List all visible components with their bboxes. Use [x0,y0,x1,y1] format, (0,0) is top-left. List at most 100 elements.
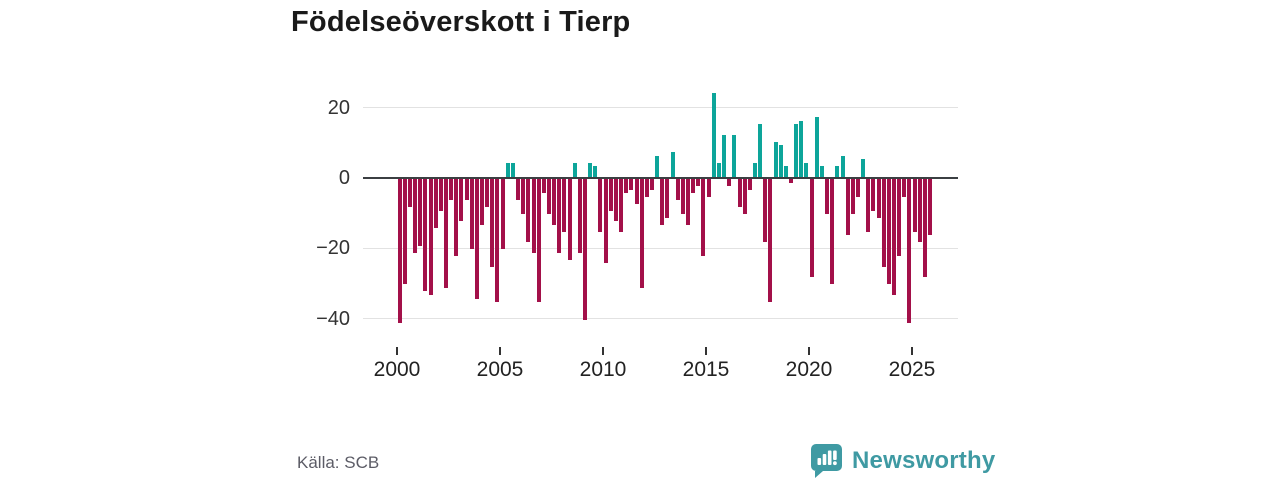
bar [686,179,690,225]
bar [881,179,886,267]
bar [454,179,459,257]
bar [716,162,721,177]
bar [768,179,773,303]
bar [747,179,752,190]
bar [855,179,860,197]
bar [397,179,402,324]
bar [886,179,891,285]
bar [783,166,788,177]
bar [819,166,824,177]
bar [825,179,830,215]
x-axis-tick [705,347,707,355]
bar [619,179,624,232]
gridline [363,107,958,109]
bar [510,162,515,177]
bar [526,179,531,243]
bar [546,179,551,215]
bar [598,179,603,232]
bar [639,179,644,288]
x-axis-tick [396,347,398,355]
bar [428,179,433,295]
bar [603,179,608,264]
bar [922,179,927,278]
bar [917,179,922,243]
bar [876,179,881,218]
bar [835,166,840,177]
bar [897,179,902,257]
bar [572,162,577,177]
bar [433,179,438,229]
bar [613,179,618,222]
bar [722,134,727,177]
bar [644,179,649,197]
bar [794,124,799,177]
bar [443,179,448,288]
bar [670,152,675,177]
bar [660,179,665,225]
bar [423,179,428,292]
bar [871,179,876,211]
bar [912,179,917,232]
bar [799,120,804,177]
bar [629,179,634,190]
bar [902,179,907,197]
bar [588,162,593,177]
bar [809,179,814,278]
x-axis-tick [911,347,913,355]
bar [413,179,418,253]
zero-axis-line [363,176,958,180]
bar [583,179,587,320]
bar [624,179,629,194]
bar [541,179,546,194]
x-axis-tick [499,347,501,355]
bar [675,179,680,201]
bar [495,179,500,303]
bar [649,179,654,190]
source-label: Källa: SCB [297,453,380,472]
bar [418,179,423,246]
bar [804,162,809,177]
bar [474,179,479,299]
bar [577,179,582,253]
bar [711,92,716,177]
bar [701,179,706,257]
bar [485,179,490,208]
bar [732,134,737,177]
bar [665,179,670,218]
bar [557,179,562,253]
bar [840,155,845,177]
bar [742,179,747,215]
bar [608,179,613,211]
bar [562,179,567,232]
bar [552,179,557,225]
bar [696,179,701,187]
bar [402,179,407,285]
y-axis-tick-label: −20 [316,237,350,260]
bar [752,162,757,177]
bar [706,179,711,197]
bar [407,179,412,208]
bar [789,179,793,183]
bar [850,179,855,215]
bar [892,179,896,295]
bar [516,179,521,201]
chart-title: Födelseöverskott i Tierp [291,6,631,38]
bar [830,179,835,285]
bar [521,179,526,215]
newsworthy-bar-chart-bubble-icon [810,443,843,479]
bar [655,155,660,177]
x-axis-tick-label: 2025 [888,358,936,381]
bar [778,145,783,177]
bar [845,179,850,236]
bar [459,179,464,222]
newsworthy-logo: Newsworthy [810,443,995,479]
bar [531,179,536,253]
bar [469,179,474,250]
bar [866,179,871,232]
x-axis-tick-label: 2020 [785,358,833,381]
bar [438,179,443,211]
gridline [363,318,958,320]
bar [758,124,763,177]
y-axis-tick-label: 0 [338,167,350,189]
